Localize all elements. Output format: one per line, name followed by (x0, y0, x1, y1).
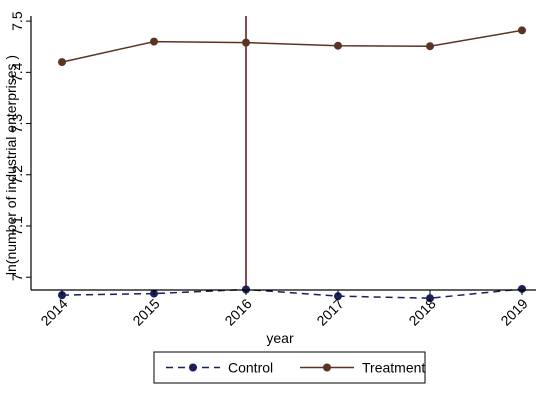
series-line-treatment (61, 29, 523, 63)
y-axis-title: ln(number of industrial enterprises ) (3, 55, 19, 275)
legend-box (153, 351, 426, 384)
plot-area (58, 16, 526, 303)
legend-marker-control (189, 363, 197, 372)
y-tick-label: 7.1 (9, 216, 25, 236)
data-point-control (426, 294, 434, 303)
y-axis-ticks: 7 7.1 7.2 7.3 7.4 7.5 (9, 11, 31, 281)
legend: Control Treatment (153, 351, 426, 384)
data-point-treatment (334, 41, 342, 50)
legend-items: Control Treatment (166, 360, 425, 376)
legend-marker-treatment (323, 363, 331, 372)
series-line-control (61, 288, 523, 299)
data-point-control (58, 291, 66, 300)
data-point-treatment (150, 37, 158, 46)
y-tick-label: 7.2 (9, 165, 25, 185)
data-point-treatment (518, 26, 526, 35)
y-tick-label: 7.4 (9, 62, 25, 82)
data-point-control (518, 284, 526, 293)
legend-label-control: Control (228, 360, 273, 376)
data-point-treatment (58, 58, 66, 67)
y-tick-label: 7 (9, 273, 25, 281)
data-point-treatment (426, 42, 434, 51)
y-tick-label: 7.5 (9, 11, 25, 31)
x-axis-title: year (266, 330, 294, 346)
data-point-control (334, 292, 342, 301)
y-tick-label: 7.3 (9, 114, 25, 134)
legend-label-treatment: Treatment (362, 360, 425, 376)
data-point-treatment (242, 38, 250, 47)
